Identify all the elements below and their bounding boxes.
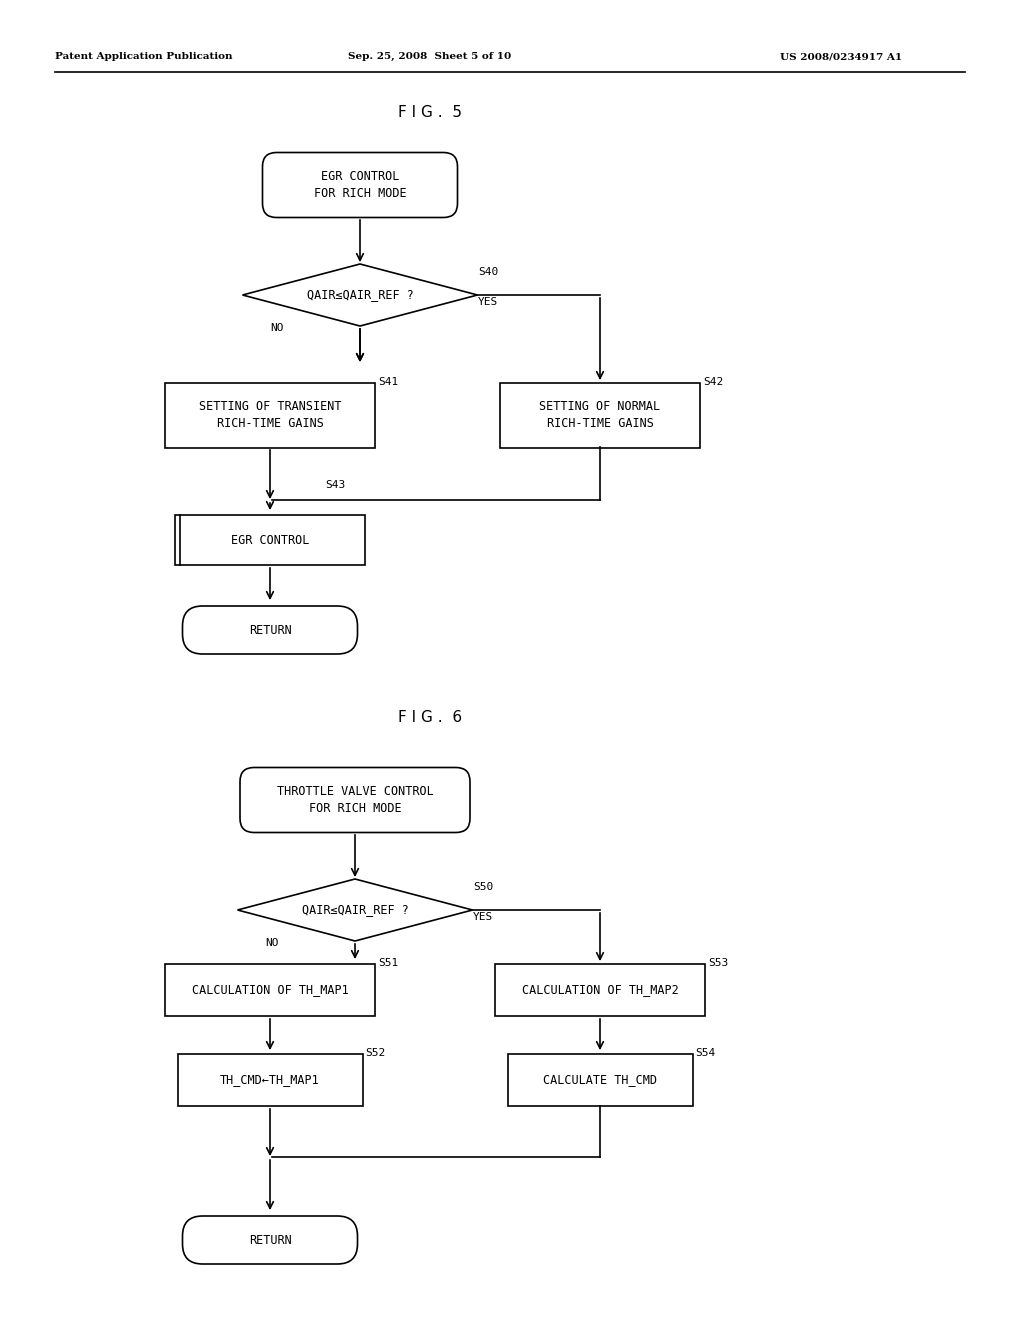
Polygon shape — [243, 264, 477, 326]
Text: RETURN: RETURN — [249, 623, 292, 636]
Text: SETTING OF NORMAL
RICH-TIME GAINS: SETTING OF NORMAL RICH-TIME GAINS — [540, 400, 660, 430]
Text: THROTTLE VALVE CONTROL
FOR RICH MODE: THROTTLE VALVE CONTROL FOR RICH MODE — [276, 785, 433, 814]
Text: NO: NO — [265, 939, 279, 948]
Text: F I G .  6: F I G . 6 — [398, 710, 462, 725]
Bar — [165, 964, 375, 1016]
Polygon shape — [238, 879, 472, 941]
Bar — [495, 964, 705, 1016]
Text: S52: S52 — [365, 1048, 385, 1059]
Text: TH_CMD←TH_MAP1: TH_CMD←TH_MAP1 — [220, 1073, 319, 1086]
Bar — [175, 515, 365, 565]
Text: Patent Application Publication: Patent Application Publication — [55, 51, 232, 61]
Text: S41: S41 — [378, 378, 398, 387]
Text: Sep. 25, 2008  Sheet 5 of 10: Sep. 25, 2008 Sheet 5 of 10 — [348, 51, 512, 61]
Text: RETURN: RETURN — [249, 1233, 292, 1246]
Text: QAIR≤QAIR_REF ?: QAIR≤QAIR_REF ? — [306, 289, 414, 301]
Text: S40: S40 — [478, 267, 499, 277]
Text: QAIR≤QAIR_REF ?: QAIR≤QAIR_REF ? — [301, 903, 409, 916]
Text: S54: S54 — [695, 1048, 715, 1059]
Text: S53: S53 — [708, 958, 728, 968]
Text: S51: S51 — [378, 958, 398, 968]
FancyBboxPatch shape — [182, 606, 357, 653]
Bar — [165, 383, 375, 447]
Text: SETTING OF TRANSIENT
RICH-TIME GAINS: SETTING OF TRANSIENT RICH-TIME GAINS — [199, 400, 341, 430]
Text: US 2008/0234917 A1: US 2008/0234917 A1 — [780, 51, 902, 61]
Text: CALCULATION OF TH_MAP2: CALCULATION OF TH_MAP2 — [521, 983, 678, 997]
Text: S50: S50 — [473, 882, 494, 892]
Text: F I G .  5: F I G . 5 — [398, 106, 462, 120]
Text: CALCULATION OF TH_MAP1: CALCULATION OF TH_MAP1 — [191, 983, 348, 997]
Bar — [177, 1053, 362, 1106]
Text: EGR CONTROL
FOR RICH MODE: EGR CONTROL FOR RICH MODE — [313, 170, 407, 201]
Bar — [500, 383, 700, 447]
Text: YES: YES — [478, 297, 499, 308]
FancyBboxPatch shape — [262, 153, 458, 218]
Text: CALCULATE TH_CMD: CALCULATE TH_CMD — [543, 1073, 657, 1086]
Text: EGR CONTROL: EGR CONTROL — [230, 533, 309, 546]
Text: NO: NO — [270, 323, 284, 333]
Text: S42: S42 — [703, 378, 723, 387]
Text: S43: S43 — [325, 480, 345, 490]
Text: YES: YES — [473, 912, 494, 921]
Bar — [508, 1053, 692, 1106]
FancyBboxPatch shape — [182, 1216, 357, 1265]
FancyBboxPatch shape — [240, 767, 470, 833]
